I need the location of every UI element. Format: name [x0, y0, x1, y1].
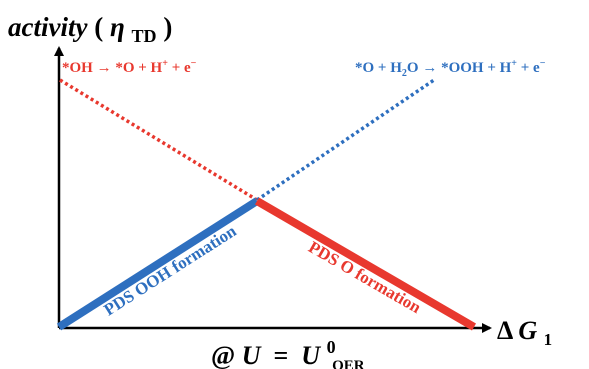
x-axis-subscript: 1: [544, 330, 553, 349]
y-axis-title: activity ( η TD ): [8, 12, 172, 48]
label-pds-ooh-formation: PDS OOH formation: [100, 221, 240, 320]
reaction-arrow: →: [422, 60, 437, 76]
x-axis-title: Δ G 1: [497, 316, 552, 349]
y-axis-symbol: η: [110, 12, 125, 42]
condition-superscript: 0: [327, 337, 336, 357]
blue-solid-segment: [56, 197, 260, 331]
red-solid-segment: [254, 197, 477, 331]
condition-rhs: U: [301, 341, 321, 369]
reaction-o-to-ooh: *O + H2O → *OOH + H+ + e−: [355, 58, 546, 79]
x-axis-variable: G: [518, 316, 537, 345]
y-axis-label: activity: [8, 12, 88, 42]
reaction-arrow: →: [97, 60, 112, 76]
blue-dotted-line: [256, 78, 435, 202]
condition-label: @ U = U 0 OER: [211, 330, 365, 369]
x-axis-prefix: Δ: [497, 316, 513, 345]
condition-equals: =: [267, 341, 295, 369]
condition-subscript: OER: [332, 358, 365, 369]
reaction-oh-to-o: *OH → *O + H+ + e−: [62, 58, 197, 76]
condition-at: @: [211, 341, 235, 369]
y-axis-subscript: TD: [132, 26, 157, 46]
red-dotted-line: [59, 78, 258, 202]
label-pds-o-formation: PDS O formation: [305, 237, 425, 317]
condition-lhs: U: [242, 341, 262, 369]
